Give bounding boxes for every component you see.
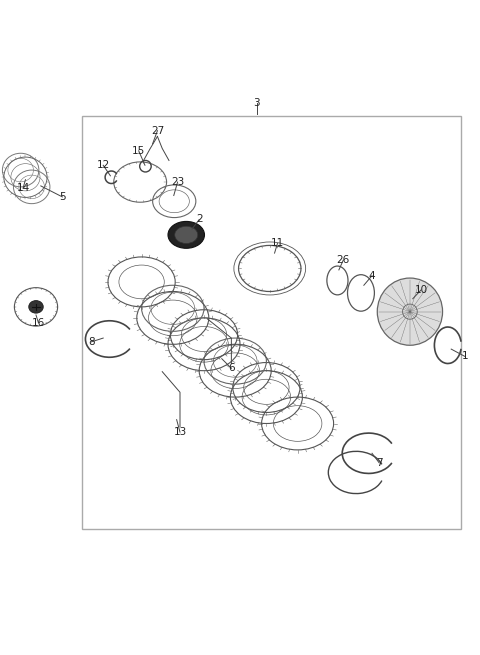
Text: 10: 10 [414,285,428,295]
Text: 2: 2 [196,214,203,225]
Text: 11: 11 [271,238,284,248]
Text: 5: 5 [59,192,66,202]
Ellipse shape [168,221,204,248]
Text: 27: 27 [151,126,164,136]
Text: 1: 1 [461,351,468,362]
Text: 12: 12 [96,160,110,170]
Ellipse shape [377,278,443,345]
Text: 8: 8 [88,337,95,347]
Ellipse shape [175,226,198,244]
Text: 13: 13 [173,427,187,437]
Ellipse shape [29,301,43,313]
Text: 15: 15 [132,146,145,156]
Text: 23: 23 [171,177,184,187]
Text: 7: 7 [376,458,383,468]
Text: 14: 14 [16,183,30,193]
Text: 3: 3 [253,98,260,108]
Text: 4: 4 [369,271,375,280]
Text: 26: 26 [336,255,350,265]
Text: 6: 6 [228,364,235,373]
Text: 16: 16 [32,318,45,328]
